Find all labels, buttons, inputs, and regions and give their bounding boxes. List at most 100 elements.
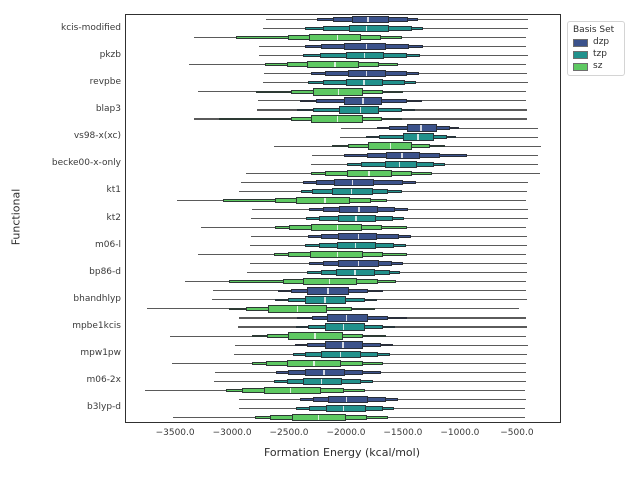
median-line-tzp [359,107,362,113]
legend-entries: dzp tzp sz [573,38,619,71]
median-line-sz [336,34,339,41]
legend-entry-tzp: tzp [573,50,619,59]
median-line-tzp [363,53,366,59]
legend-swatch-icon [573,38,588,47]
legend-label: dzp [593,37,610,47]
lvbox-central-dzp [348,70,387,78]
y-tick-label: b3lyp-d [87,402,121,413]
median-line-dzp [345,315,348,321]
median-line-dzp [365,71,368,77]
lvbox-central-sz [264,386,321,394]
x-tick-label: −500.0 [500,428,534,438]
median-line-tzp [398,161,401,167]
median-line-sz [289,387,292,393]
lvbox-central-tzp [338,214,376,223]
lvbox-central-tzp [303,377,343,385]
median-line-sz [334,62,336,68]
lvbox-central-tzp [337,241,376,250]
lvbox-central-dzp [406,124,437,132]
median-line-dzp [401,152,403,158]
lvbox-central-tzp [384,160,418,168]
median-line-sz [324,197,326,204]
median-line-tzp [350,188,353,195]
median-line-dzp [351,179,354,185]
median-line-sz [296,306,299,312]
median-line-tzp [355,215,357,222]
median-line-sz [368,170,370,176]
y-tick-label: bp86-d [89,266,121,277]
x-tick-label: −2000.0 [326,428,366,438]
x-tick-label: −1500.0 [383,428,423,438]
lvbox-central-sz [303,278,358,286]
median-line-sz [313,360,315,366]
median-line-sz [336,252,339,258]
median-line-dzp [362,98,364,104]
median-line-sz [336,116,339,122]
lvbox-central-tzp [324,323,365,331]
median-line-dzp [367,16,369,23]
y-tick-label: blap3 [95,104,121,114]
lvbox-central-sz [295,196,351,205]
median-line-dzp [420,125,422,131]
x-tick-label: −3000.0 [212,428,252,438]
median-line-tzp [365,25,368,32]
y-axis-title: Functional [9,188,23,246]
y-tick-label: bhandhlyp [73,293,121,304]
legend-title: Basis Set [573,25,615,35]
median-line-sz [389,143,392,149]
legend-entry-dzp: dzp [573,38,619,47]
x-tick-label: −2500.0 [269,428,309,438]
y-tick-label: mpw1pw [80,348,121,359]
lvbox-central-dzp [327,314,369,322]
lvbox-central-dzp [344,43,387,51]
x-axis-title: Formation Energy (kcal/mol) [263,446,421,459]
x-tick-label: −1000.0 [440,428,480,438]
lvbox-central-sz [310,223,363,232]
y-tick-label: kt2 [106,212,121,223]
median-line-tzp [339,351,342,357]
median-line-sz [337,89,340,95]
median-line-dzp [342,342,344,348]
median-line-dzp [358,206,360,213]
median-line-dzp [357,233,360,240]
x-tick-label: −3500.0 [155,428,195,438]
legend: Basis Set dzp tzp sz [567,21,625,76]
legend-swatch-icon [573,50,588,59]
lvbox-central-sz [309,33,361,42]
lvbox-central-tzp [339,106,379,114]
median-line-tzp [324,297,326,303]
y-tick-label: mpbe1kcis [72,321,121,331]
median-line-tzp [342,405,345,412]
median-line-tzp [363,80,365,86]
lvbox-central-dzp [324,341,363,349]
median-line-tzp [342,324,345,330]
y-tick-label: pkzb [99,49,121,60]
lvbox-central-dzp [386,151,421,159]
median-line-dzp [365,44,368,50]
legend-label: sz [593,61,603,71]
y-tick-label: becke00-x-only [51,158,121,169]
y-tick-label: m06-l [95,239,121,250]
lvbox-central-dzp [352,15,389,24]
y-tick-label: revpbe [89,76,121,87]
y-tick-label: kcis-modified [60,22,121,33]
lvbox-central-sz [307,61,359,69]
median-line-sz [328,279,331,285]
y-tick-label: vs98-x(xc) [73,131,121,142]
median-line-tzp [354,242,357,249]
median-line-tzp [320,378,323,384]
lvbox-central-tzp [332,187,373,196]
legend-label: tzp [593,49,607,59]
median-line-sz [314,333,316,339]
legend-entry-sz: sz [573,62,619,71]
y-tick-label: kt1 [106,185,121,196]
lvbox-central-tzp [325,404,367,413]
median-line-sz [317,414,320,421]
median-line-dzp [357,261,360,267]
y-tick-label: m06-2x [86,375,121,386]
median-line-tzp [417,134,419,140]
plot-area [125,14,561,423]
median-line-dzp [345,396,348,403]
lvbox-central-tzp [304,296,347,304]
